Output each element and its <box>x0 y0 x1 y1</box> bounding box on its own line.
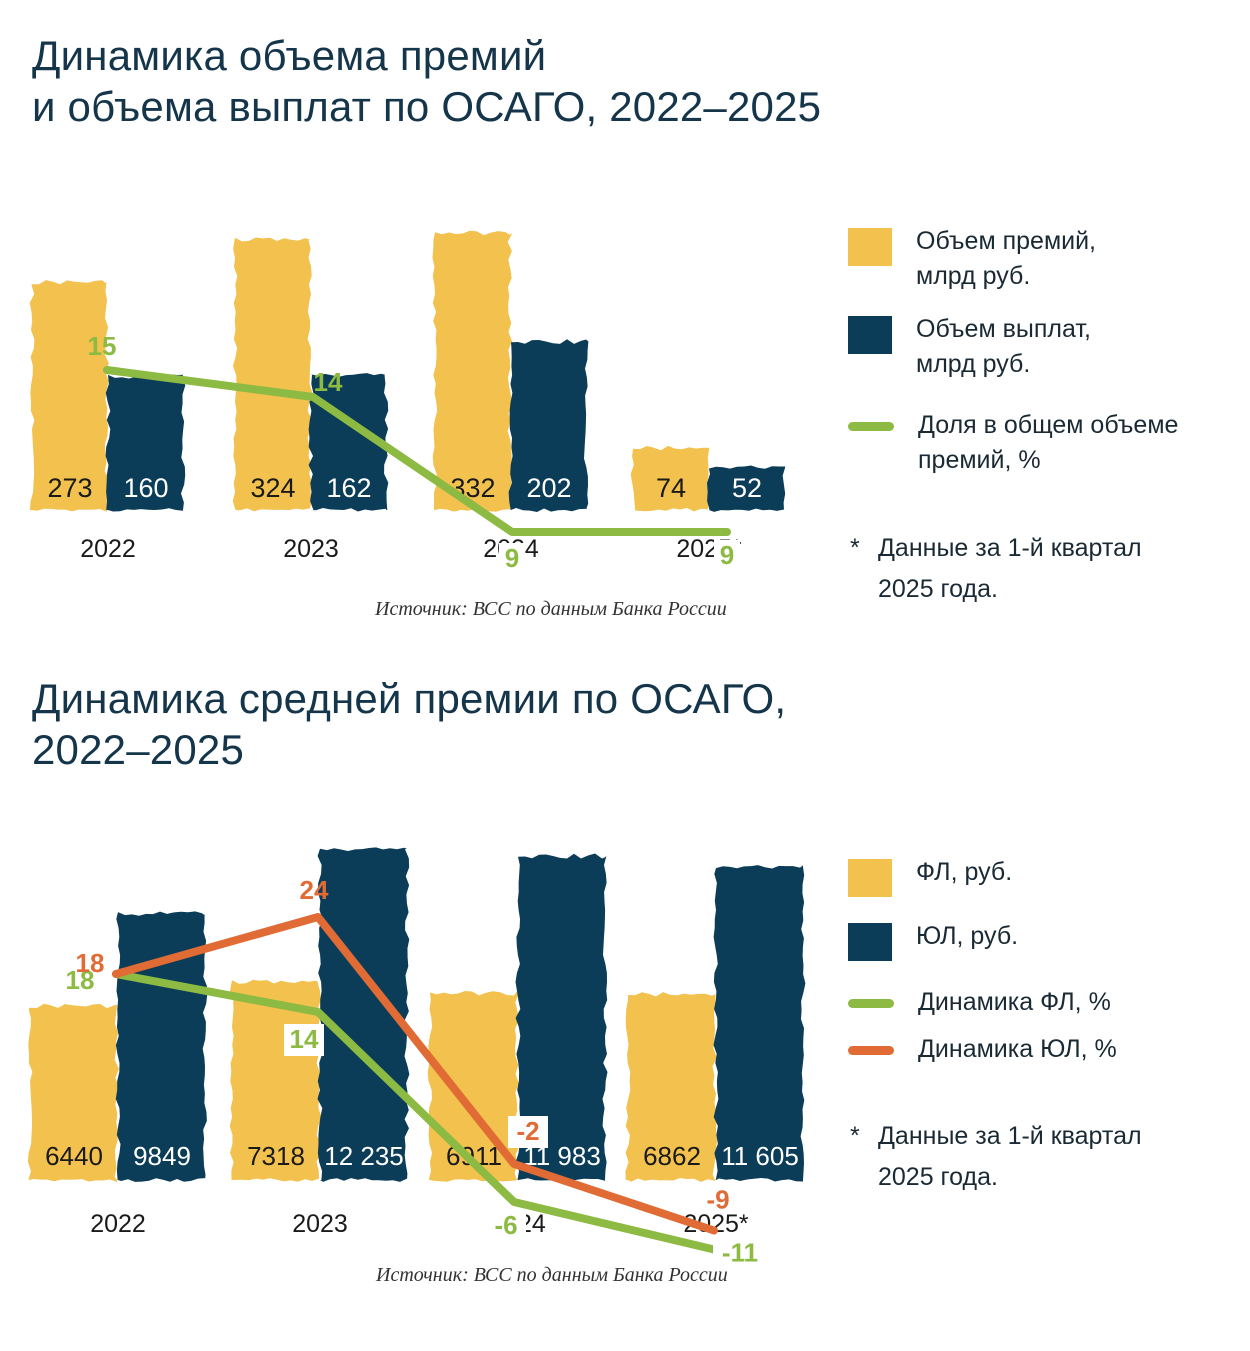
footnote-star: * <box>850 534 860 562</box>
chart2-line-label: -11 <box>722 1238 758 1268</box>
chart1-line-label: 9 <box>505 543 519 573</box>
chart1-bar-label: 202 <box>526 473 571 503</box>
chart1-bar-label: 324 <box>250 473 295 503</box>
legend-payouts: Объем выплат, млрд руб. <box>848 312 1091 382</box>
footnote-text: Данные за 1-й квартал 2025 года. <box>878 1122 1142 1191</box>
chart2-bar-label: 9849 <box>133 1141 191 1171</box>
chart1-bar-b-2025 <box>707 465 786 512</box>
chart1-category-label: 2022 <box>80 535 136 563</box>
legend-ul-swatch <box>848 923 892 961</box>
chart2-bar-label: 11 605 <box>721 1141 799 1171</box>
chart2-line-label: -2 <box>516 1116 539 1146</box>
chart2-title: Динамика средней премии по ОСАГО, 2022–20… <box>32 675 787 773</box>
chart2-bar-a-2022 <box>27 1003 119 1182</box>
chart1-title: Динамика объема премий и объема выплат по… <box>32 32 822 130</box>
chart2-bar-a-2024 <box>427 991 520 1182</box>
chart2-line-label: -9 <box>706 1185 729 1215</box>
chart2-category-label: 2023 <box>292 1210 348 1238</box>
chart2-line-label: 24 <box>300 875 329 905</box>
legend-ul-dynamics-label: Динамика ЮЛ, % <box>918 1035 1117 1063</box>
legend-fl-dynamics-line <box>848 999 894 1008</box>
chart1-bar-a-2023 <box>232 237 313 512</box>
chart1-bar-a-2024 <box>432 230 513 512</box>
legend-premiums-label: Объем премий, млрд руб. <box>916 227 1097 290</box>
legend-share-label: Доля в общем объеме премий, % <box>918 411 1179 474</box>
chart1-line-label-bg <box>499 543 525 575</box>
chart2-bar-label: 7318 <box>247 1141 305 1171</box>
legend-fl-label: ФЛ, руб. <box>916 858 1013 886</box>
legend-fl-dynamics: Динамика ФЛ, % <box>848 985 1111 1020</box>
chart1-line-label-bg <box>714 540 740 572</box>
chart2-bar-label: 12 235 <box>324 1141 404 1171</box>
chart2-line-label-bg <box>486 1210 526 1242</box>
chart1-bar-b-2022 <box>105 374 186 512</box>
legend-premiums: Объем премий, млрд руб. <box>848 224 1096 294</box>
chart1-line-label: 9 <box>720 540 734 570</box>
legend-fl: ФЛ, руб. <box>848 855 1012 897</box>
legend-ul-dynamics-line <box>848 1046 894 1055</box>
chart2-line-label-bg <box>284 1024 324 1056</box>
chart1-line-0 <box>103 366 731 536</box>
chart2-line-label-bg <box>508 1116 548 1148</box>
chart2-bar-b-2025 <box>713 865 806 1182</box>
footnote-star: * <box>850 1122 860 1150</box>
chart2-source: Источник: ВСС по данным Банка России <box>376 1264 728 1286</box>
chart1-line-label: 14 <box>314 367 343 397</box>
legend-share: Доля в общем объеме премий, % <box>848 408 1178 478</box>
chart2-bar-label: 6862 <box>643 1141 701 1171</box>
legend-fl-swatch <box>848 859 892 897</box>
chart2-bar-a-2025 <box>625 992 718 1182</box>
chart1-bar-label: 160 <box>123 473 168 503</box>
chart2-line-label: -6 <box>494 1210 517 1240</box>
legend-payouts-label: Объем выплат, млрд руб. <box>916 315 1091 378</box>
legend-ul: ЮЛ, руб. <box>848 919 1018 961</box>
chart2-line-label: 14 <box>290 1024 319 1054</box>
chart1-bar-b-2024 <box>508 339 589 512</box>
chart1-source: Источник: ВСС по данным Банка России <box>375 598 727 620</box>
chart2-footnote: * Данные за 1-й квартал 2025 года. <box>850 1116 1142 1198</box>
chart2-category-label: 2022 <box>90 1210 146 1238</box>
legend-fl-dynamics-label: Динамика ФЛ, % <box>918 988 1111 1016</box>
chart1-bar-label: 162 <box>326 473 371 503</box>
legend-premiums-swatch <box>848 228 892 266</box>
chart2-bar-b-2024 <box>515 853 608 1182</box>
chart2-bar-label: 6440 <box>45 1141 103 1171</box>
legend-ul-dynamics: Динамика ЮЛ, % <box>848 1032 1117 1067</box>
legend-share-line <box>848 422 894 431</box>
chart1-bar-label: 52 <box>732 473 762 503</box>
chart2-line-label: 18 <box>76 948 105 978</box>
chart1-category-label: 2023 <box>283 535 339 563</box>
chart2-line-0 <box>112 970 718 1254</box>
chart1-bar-a-2025 <box>630 445 710 512</box>
chart1-bar-a-2022 <box>29 280 110 512</box>
chart1-line-label: 15 <box>88 331 117 361</box>
chart2-bar-b-2023 <box>317 847 410 1182</box>
chart1-footnote: * Данные за 1-й квартал 2025 года. <box>850 528 1142 610</box>
chart1-bar-label: 273 <box>47 473 92 503</box>
chart2-line-label: 18 <box>66 965 95 995</box>
chart2-line-label-bg <box>713 1237 767 1270</box>
chart1-plot: 27316020223241622023332202202474522025*1… <box>29 230 786 575</box>
chart2-line-1 <box>112 913 718 1235</box>
footnote-text: Данные за 1-й квартал 2025 года. <box>878 534 1142 603</box>
legend-ul-label: ЮЛ, руб. <box>916 922 1019 950</box>
legend-payouts-swatch <box>848 316 892 354</box>
chart1-bar-label: 74 <box>656 473 686 503</box>
